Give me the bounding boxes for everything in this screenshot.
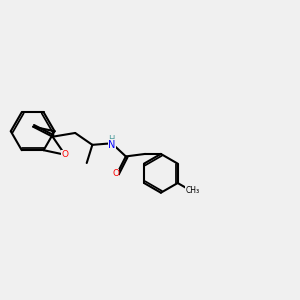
Text: O: O — [112, 169, 119, 178]
Text: H: H — [109, 135, 115, 144]
Text: O: O — [61, 150, 68, 159]
Text: CH₃: CH₃ — [186, 186, 200, 195]
Text: N: N — [108, 140, 116, 150]
